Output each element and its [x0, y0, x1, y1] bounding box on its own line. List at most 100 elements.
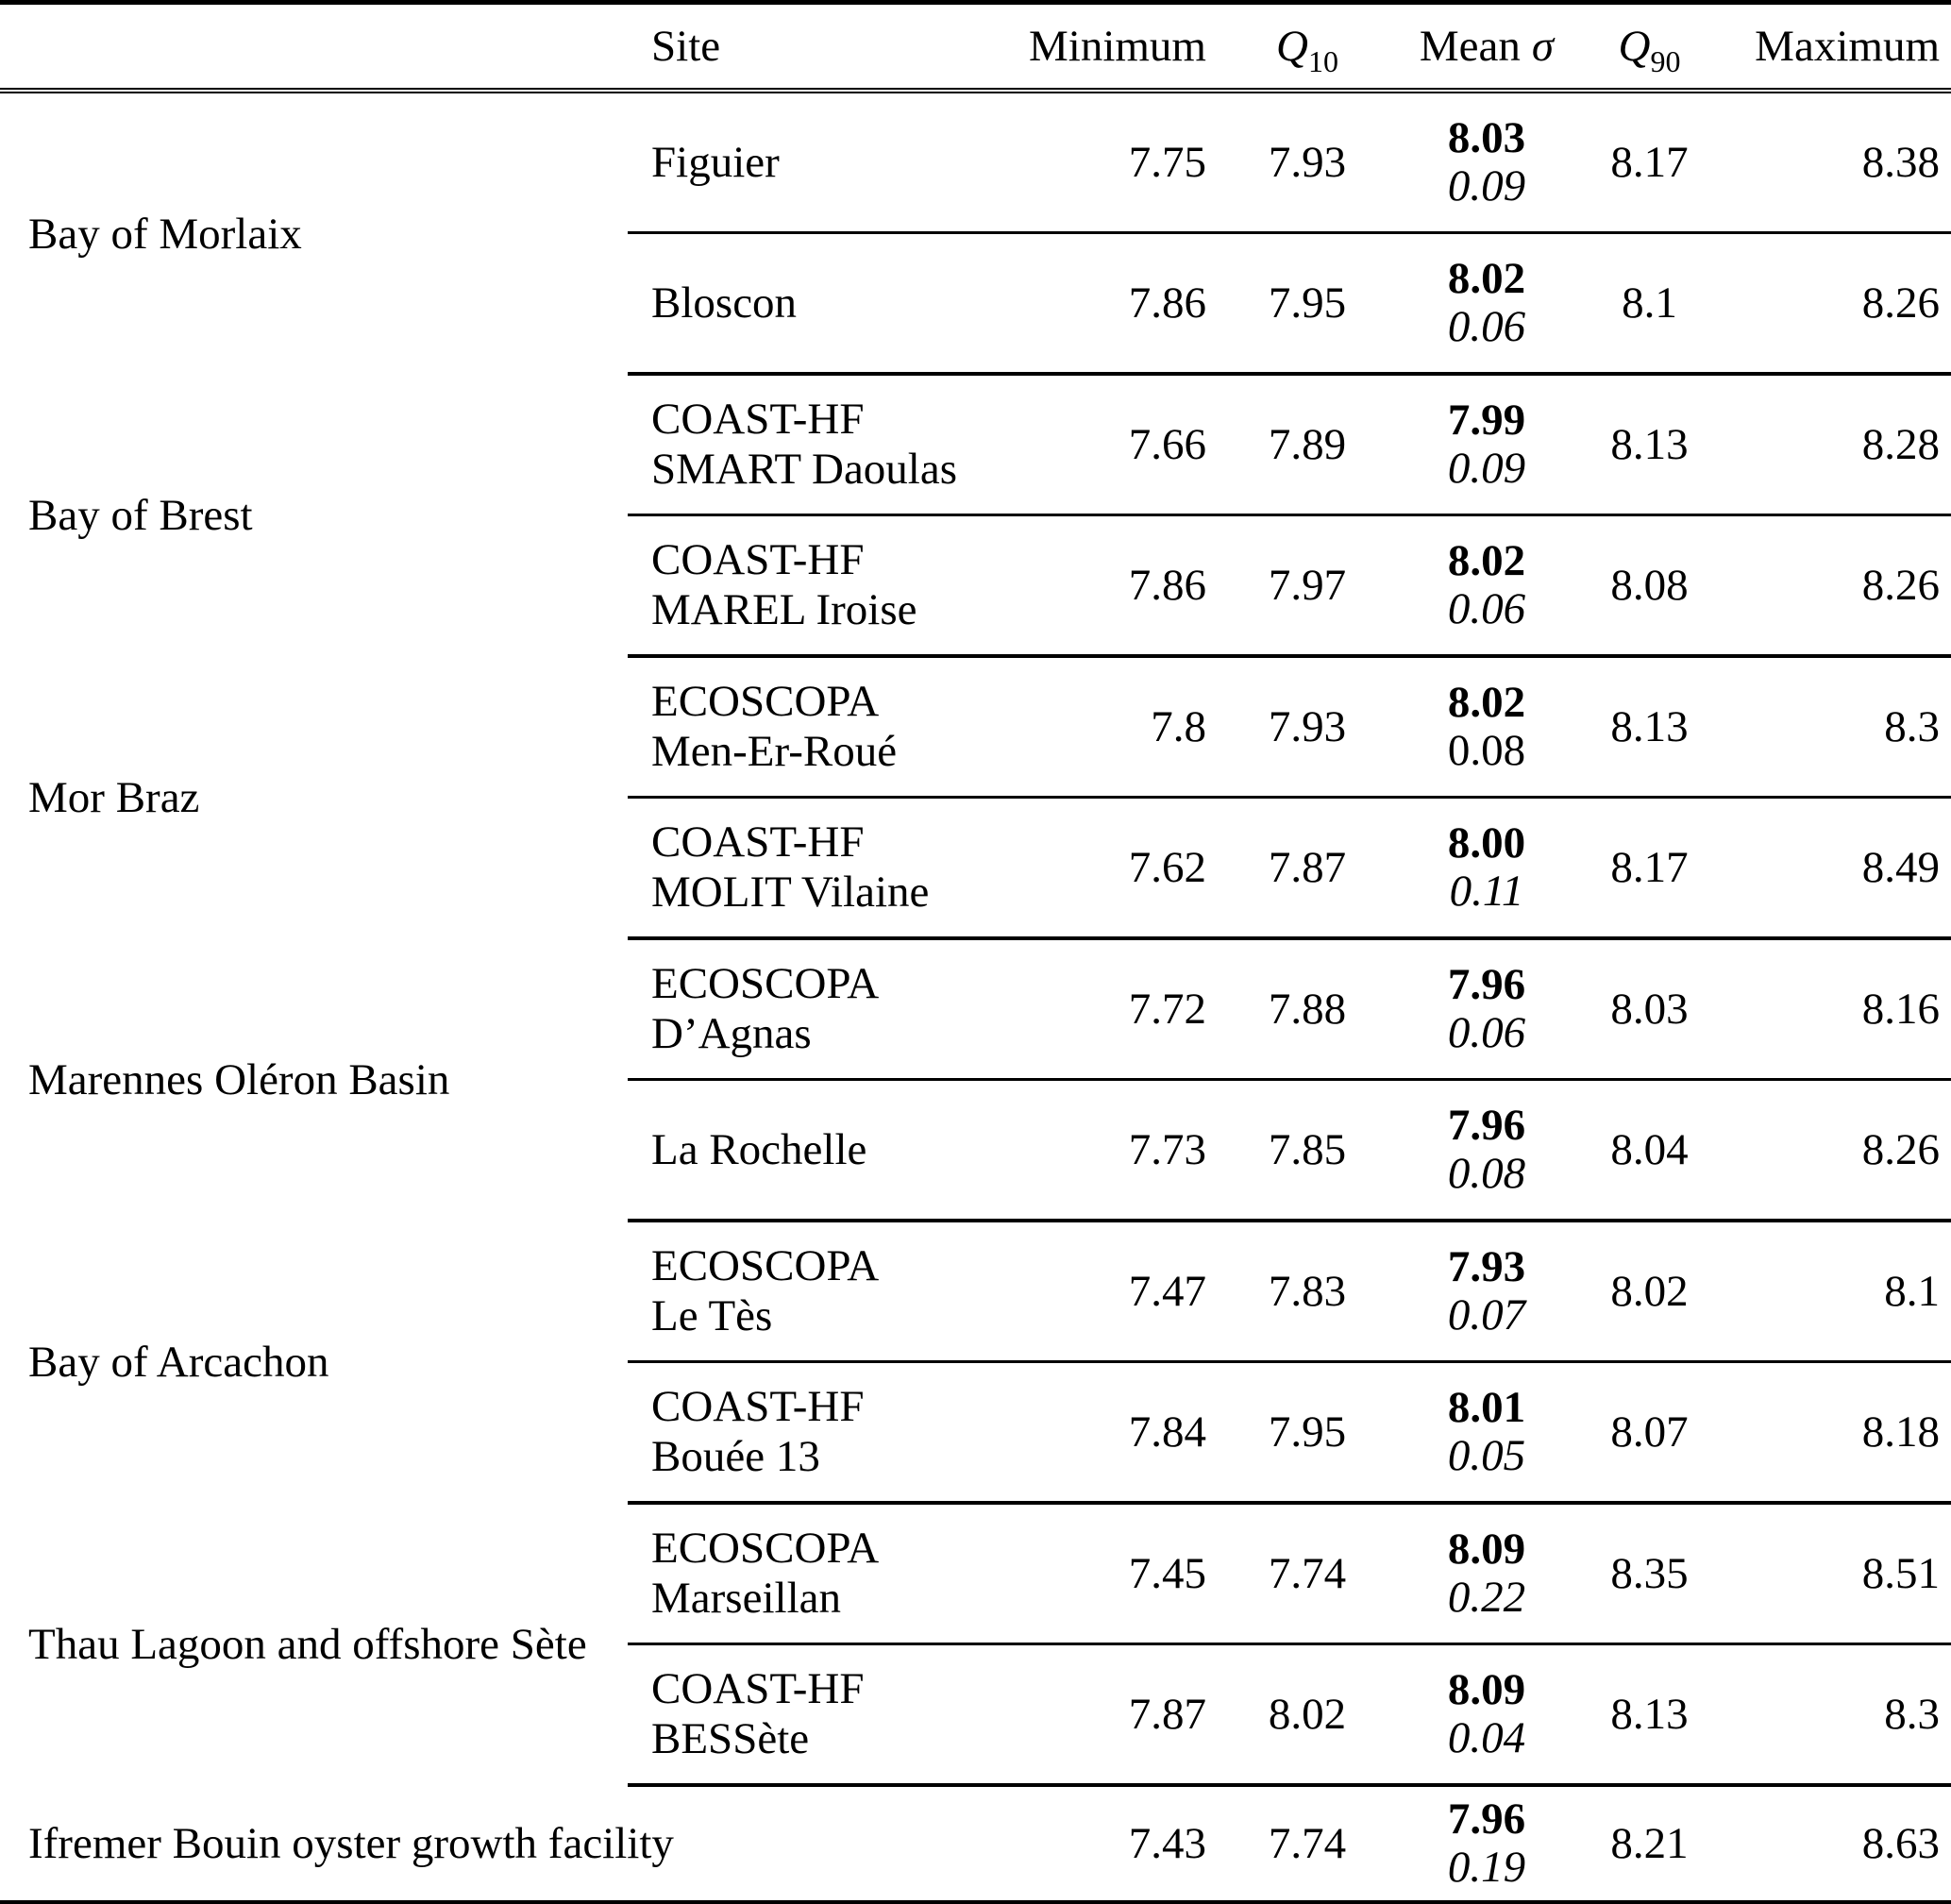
site-name: La Rochelle — [628, 1079, 1019, 1222]
max-value: 8.16 — [1713, 938, 1951, 1081]
max-value: 8.51 — [1713, 1503, 1951, 1645]
site-name: COAST-HF Bouée 13 — [628, 1361, 1019, 1505]
site-name: ECOSCOPA Men-Er-Roué — [628, 656, 1019, 799]
sigma-value: 0.08 — [1447, 1149, 1526, 1198]
q10-symbol: Q — [1276, 22, 1308, 71]
mean-value: 8.00 — [1447, 818, 1526, 868]
site-name: COAST-HF MAREL Iroise — [628, 514, 1019, 658]
region-label: Ifremer Bouin oyster growth facility — [28, 1819, 674, 1868]
max-value: 8.18 — [1713, 1361, 1951, 1505]
sigma-symbol: σ — [1531, 22, 1555, 71]
mean-value: 8.09 — [1447, 1665, 1526, 1715]
q10-value: 7.95 — [1227, 232, 1388, 376]
region-label: Thau Lagoon and offshore Sète — [28, 1619, 587, 1669]
col-header-maximum: Maximum — [1713, 2, 1951, 93]
q90-value: 8.04 — [1586, 1079, 1713, 1222]
table-row: Marennes Oléron Basin ECOSCOPA D’Agnas 7… — [0, 938, 1951, 1104]
sigma-value: 0.09 — [1447, 161, 1526, 211]
q10-value: 7.83 — [1227, 1221, 1388, 1363]
max-value: 8.38 — [1713, 91, 1951, 234]
q90-symbol: Q — [1618, 22, 1651, 71]
max-value: 8.49 — [1713, 797, 1951, 940]
site-name: Figuier — [628, 91, 1019, 234]
table-row: Bay of Brest COAST-HF SMART Daoulas 7.66… — [0, 374, 1951, 540]
col-header-region — [0, 2, 628, 93]
mean-value: 7.93 — [1447, 1242, 1526, 1292]
min-value: 7.86 — [1019, 514, 1227, 658]
max-value: 8.3 — [1713, 1643, 1951, 1787]
q90-subscript: 90 — [1650, 44, 1681, 78]
q90-value: 8.02 — [1586, 1221, 1713, 1363]
mean-value: 8.01 — [1447, 1383, 1526, 1433]
site-name: COAST-HF MOLIT Vilaine — [628, 797, 1019, 940]
region-label: Bay of Morlaix — [28, 209, 302, 259]
max-value: 8.26 — [1713, 232, 1951, 376]
table-row: COAST-HF MAREL Iroise 7.86 7.97 8.02 0.06… — [0, 514, 1951, 658]
q10-value: 7.87 — [1227, 797, 1388, 940]
q90-value: 8.17 — [1586, 91, 1713, 234]
col-header-site: Site — [628, 2, 1019, 93]
site-name: ECOSCOPA Le Tès — [628, 1221, 1019, 1363]
site-name: COAST-HF BESSète — [628, 1643, 1019, 1787]
mean-sigma-cell: 8.02 0.06 — [1388, 514, 1586, 658]
mean-sigma-cell: 8.03 0.09 — [1388, 91, 1586, 234]
mean-label: Mean — [1419, 22, 1521, 71]
q90-value: 8.13 — [1586, 374, 1713, 516]
sigma-value: 0.06 — [1447, 584, 1526, 633]
q90-value: 8.21 — [1610, 1819, 1689, 1868]
sigma-value: 0.09 — [1447, 444, 1526, 493]
region-label: Mor Braz — [28, 772, 200, 822]
mean-value: 8.09 — [1447, 1525, 1526, 1575]
min-value: 7.73 — [1019, 1079, 1227, 1222]
q10-subscript: 10 — [1307, 44, 1338, 78]
site-name: ECOSCOPA D’Agnas — [628, 938, 1019, 1081]
sigma-value: 0.04 — [1447, 1713, 1526, 1762]
mean-sigma-cell: 7.96 0.19 — [1388, 1785, 1586, 1902]
sigma-value: 0.19 — [1447, 1843, 1526, 1892]
q10-value: 8.02 — [1227, 1643, 1388, 1787]
mean-value: 7.96 — [1447, 1101, 1526, 1151]
col-header-minimum: Minimum — [1019, 2, 1227, 93]
q10-value: 7.74 — [1227, 1503, 1388, 1645]
q90-value: 8.13 — [1586, 1643, 1713, 1787]
q10-value: 7.93 — [1227, 656, 1388, 799]
mean-sigma-cell: 7.96 0.08 — [1388, 1079, 1586, 1222]
sigma-value: 0.06 — [1447, 1008, 1526, 1057]
mean-value: 7.96 — [1447, 1794, 1526, 1845]
region-label: Marennes Oléron Basin — [28, 1054, 450, 1104]
sigma-value: 0.22 — [1447, 1573, 1526, 1622]
col-header-mean-sigma: Mean σ — [1388, 2, 1586, 93]
header-row: Site Minimum Q10 Mean σ Q90 Maximum — [0, 2, 1951, 93]
q10-value: 7.93 — [1227, 91, 1388, 234]
mean-sigma-cell: 7.93 0.07 — [1388, 1221, 1586, 1363]
q90-value: 8.03 — [1586, 938, 1713, 1081]
table-row: COAST-HF MOLIT Vilaine 7.62 7.87 8.00 0.1… — [0, 797, 1951, 940]
sigma-value: 0.11 — [1449, 867, 1524, 916]
q10-value: 7.88 — [1227, 938, 1388, 1081]
mean-sigma-cell: 8.09 0.22 — [1388, 1503, 1586, 1645]
mean-sigma-cell: 7.96 0.06 — [1388, 938, 1586, 1081]
table-row: Thau Lagoon and offshore Sète ECOSCOPA M… — [0, 1503, 1951, 1669]
region-label: Bay of Arcachon — [28, 1337, 329, 1387]
mean-value: 7.96 — [1447, 960, 1526, 1010]
q90-value: 8.35 — [1586, 1503, 1713, 1645]
min-value: 7.43 — [1128, 1819, 1206, 1868]
table-row: Ifremer Bouin oyster growth facility 7.4… — [0, 1785, 1951, 1902]
mean-sigma-cell: 8.02 0.08 — [1388, 656, 1586, 799]
site-name: COAST-HF SMART Daoulas — [628, 374, 1019, 516]
max-value: 8.26 — [1713, 514, 1951, 658]
table-row: Bloscon 7.86 7.95 8.02 0.06 8.1 8.26 — [0, 232, 1951, 376]
max-value: 8.26 — [1713, 1079, 1951, 1222]
min-value: 7.75 — [1019, 91, 1227, 234]
table-row: COAST-HF Bouée 13 7.84 7.95 8.01 0.05 8.0… — [0, 1361, 1951, 1505]
mean-sigma-cell: 8.09 0.04 — [1388, 1643, 1586, 1787]
q90-value: 8.17 — [1586, 797, 1713, 940]
mean-sigma-cell: 8.02 0.06 — [1388, 232, 1586, 376]
q90-value: 8.08 — [1586, 514, 1713, 658]
min-value: 7.8 — [1019, 656, 1227, 799]
q10-value: 7.97 — [1227, 514, 1388, 658]
table-row: Bay of Morlaix Figuier 7.75 7.93 8.03 0.0… — [0, 91, 1951, 259]
sigma-value: 0.05 — [1447, 1431, 1526, 1480]
min-value: 7.87 — [1019, 1643, 1227, 1787]
